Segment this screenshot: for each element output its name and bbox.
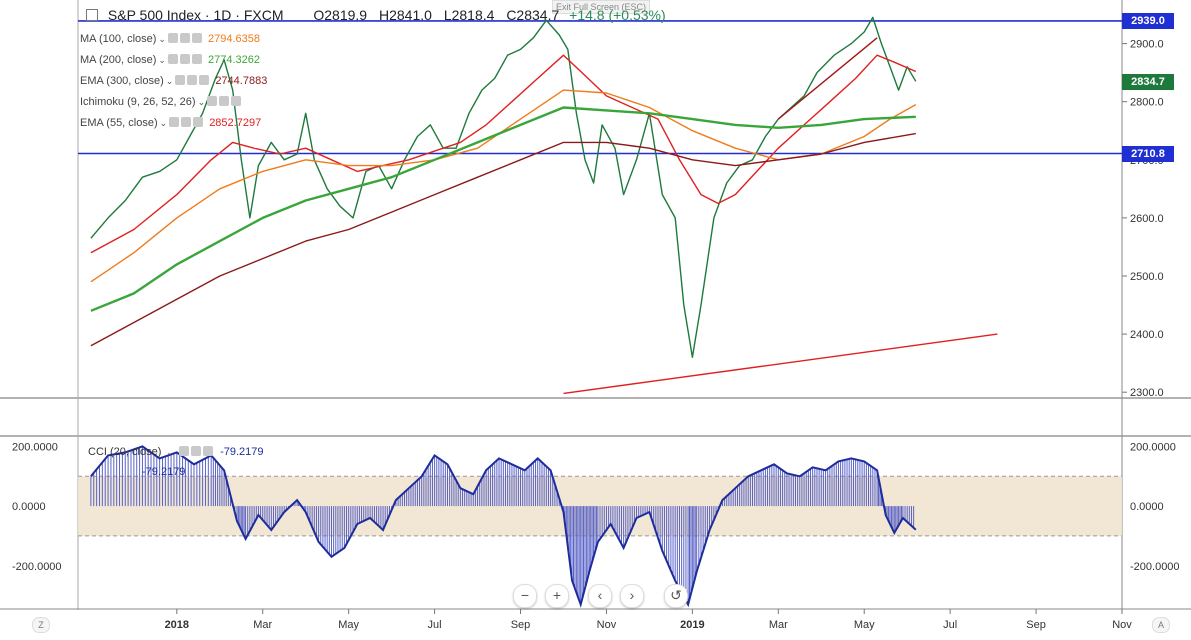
zoom-out-button[interactable]: − [513,584,537,608]
close-icon[interactable] [199,75,210,85]
x-tick-label: Jul [943,619,957,631]
indicator-value: 2794.6358 [207,33,260,45]
zoom-toggle-button[interactable]: Z [32,617,50,633]
ohlc-open: O2819.9 [313,7,368,23]
price-change: +14.8 (+0.53%) [569,7,666,23]
symbol-header: S&P 500 Index · 1D · FXCM O2819.9 H2841.… [86,7,666,23]
cci-line [90,445,917,608]
y-tick-label: 2300.0 [1130,387,1164,399]
indicator-row[interactable]: EMA (55, close) ⌄ 2852.7297 [80,117,261,129]
visibility-icon[interactable] [191,446,202,456]
x-tick-label: 2018 [165,619,189,631]
chevron-down-icon[interactable]: ⌄ [165,76,174,86]
y-tick-label: 2800.0 [1130,97,1164,109]
indicator-name: MA (100, close) [80,33,157,45]
y-tick-label: 2500.0 [1130,271,1164,283]
x-tick-label: May [854,619,875,631]
x-tick-label: Jul [428,619,442,631]
main-pane [78,0,1122,398]
indicator-name: Ichimoku (9, 26, 52, 26) [80,96,196,108]
indicator-value: 2744.7883 [215,75,268,87]
chevron-down-icon[interactable]: ⌄ [197,97,206,107]
x-tick-label: Sep [511,619,531,631]
chevron-down-icon[interactable]: ⌄ [158,34,166,44]
indicator-name: EMA (300, close) [80,75,164,87]
price-pill: 2939.0 [1122,12,1174,29]
indicator-row[interactable]: EMA (300, close) ⌄ 2744.7883 [80,75,267,87]
indicator-row[interactable]: MA (200, close) ⌄ 2774.3262 [80,54,260,66]
settings-icon[interactable] [207,96,218,106]
settings-icon[interactable] [179,446,190,456]
close-icon[interactable] [191,54,202,64]
series-line-ema-55 [90,54,917,254]
indicator-row[interactable]: Ichimoku (9, 26, 52, 26) ⌄ [80,96,247,108]
cci-left-tick-label: -200.0000 [12,561,62,573]
autoscale-button[interactable]: A [1152,617,1170,633]
cci-y-tick-label: 200.0000 [1130,441,1176,453]
series-line-support-trendline [563,333,998,395]
indicator-name: EMA (55, close) [80,117,158,129]
indicator-value: 2774.3262 [207,54,260,66]
ohlc-low: L2818.4 [443,7,495,23]
cci-left-tick-label: 200.0000 [12,441,58,453]
x-tick-label: Nov [1112,619,1132,631]
visibility-icon[interactable] [219,96,230,106]
chevron-down-icon[interactable]: ⌄ [158,55,166,65]
x-tick-label: Mar [769,619,788,631]
y-tick-label: 2400.0 [1130,329,1164,341]
chevron-down-icon[interactable]: ⌄ [159,118,168,128]
indicator-value: 2852.7297 [209,117,262,129]
collapse-icon[interactable] [86,9,98,21]
close-icon[interactable] [231,96,242,106]
settings-icon[interactable] [167,33,178,43]
cci-legend-name: CCI (20, close) [88,446,162,458]
visibility-icon[interactable] [181,117,192,127]
visibility-icon[interactable] [187,75,198,85]
y-tick-label: 2600.0 [1130,213,1164,225]
reset-chart-button[interactable]: ↺ [664,584,688,608]
series-line-ma-200 [90,106,916,312]
close-icon[interactable] [191,33,202,43]
x-tick-label: Mar [253,619,272,631]
indicator-name: MA (200, close) [80,54,157,66]
price-pill: 2834.7 [1122,73,1174,90]
exit-fullscreen-hint[interactable]: Exit Full Screen (ESC) [552,0,651,14]
series-line-ema-300 [90,132,916,347]
ohlc-close: C2834.7 [506,7,560,23]
series-line-channel-line [777,37,878,120]
cci-left-tick-label: 0.0000 [12,501,46,513]
close-icon[interactable] [193,117,204,127]
visibility-icon[interactable] [179,54,190,64]
cci-legend-value-2: -79.2179 [142,466,186,478]
scroll-left-button[interactable]: ‹ [588,584,612,608]
settings-icon[interactable] [167,54,178,64]
cci-legend-row-2: -79.2179 [138,466,185,478]
visibility-icon[interactable] [179,33,190,43]
zoom-in-button[interactable]: + [545,584,569,608]
settings-icon[interactable] [175,75,186,85]
close-icon[interactable] [203,446,214,456]
x-tick-label: Sep [1026,619,1046,631]
y-tick-label: 2900.0 [1130,39,1164,51]
symbol-title: S&P 500 Index · 1D · FXCM [107,7,284,23]
x-tick-label: Nov [597,619,617,631]
cci-y-tick-label: -200.0000 [1130,561,1180,573]
x-tick-label: May [338,619,359,631]
x-tick-label: 2019 [680,619,704,631]
cci-y-tick-label: 0.0000 [1130,501,1164,513]
cci-legend-value: -79.2179 [220,446,264,458]
indicator-row[interactable]: MA (100, close) ⌄ 2794.6358 [80,33,260,45]
price-pill: 2710.8 [1122,145,1174,162]
scroll-right-button[interactable]: › [620,584,644,608]
settings-icon[interactable] [169,117,180,127]
chevron-down-icon[interactable]: ⌄ [166,447,174,457]
ohlc-high: H2841.0 [378,7,432,23]
cci-legend-row: CCI (20, close) ⌄ -79.2179 [88,446,264,458]
